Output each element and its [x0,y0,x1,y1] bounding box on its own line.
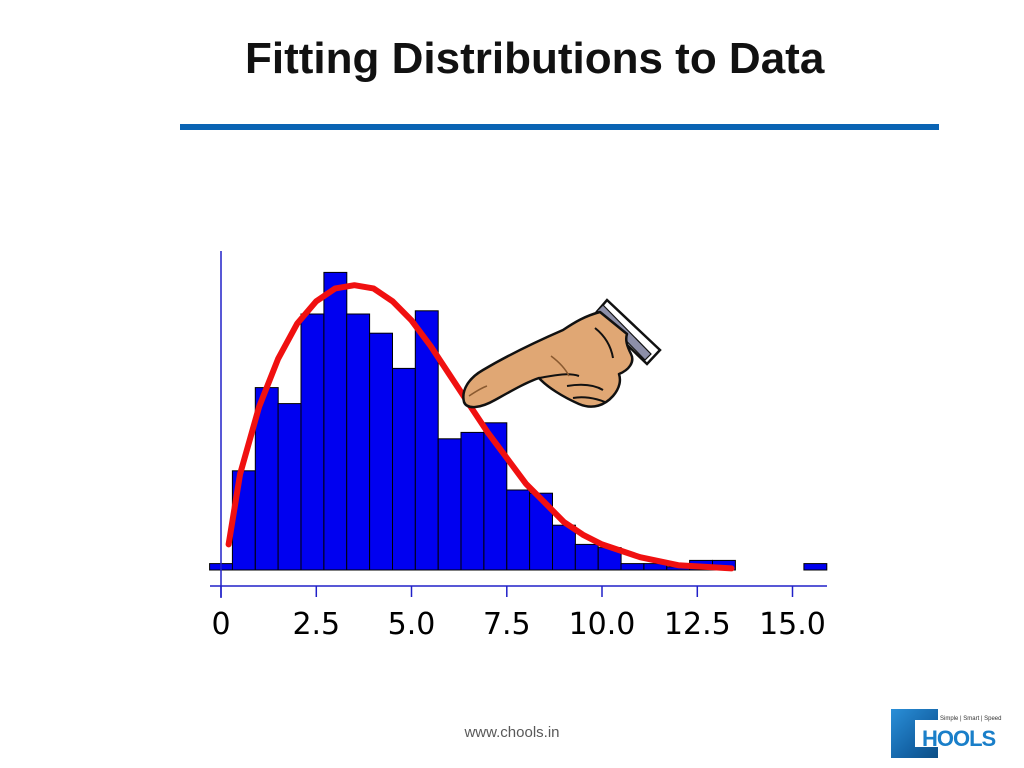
logo-wordmark: HOOLS [922,726,996,751]
fitted-distribution-curve [225,282,735,572]
x-tick-label: 12.5 [664,607,731,642]
logo-mark-icon [891,709,938,758]
x-tick-label: 10.0 [569,607,636,642]
x-axis-ticks: 0 2.5 5.0 7.5 10.0 12.5 15.0 [211,586,826,642]
x-tick-label: 15.0 [759,607,826,642]
histogram-bar [392,367,416,571]
histogram-bar [300,313,325,571]
histogram-bar [552,524,576,571]
x-tick-label: 7.5 [483,607,531,642]
title-underline [180,124,939,130]
brand-logo: Simple | Smart | Speed HOOLS [891,707,1017,759]
histogram-bar [277,403,302,571]
histogram-bars [209,271,828,571]
histogram-bar [460,431,485,571]
histogram-bar [506,489,531,571]
histogram-bar [346,313,371,571]
histogram-bar [620,563,645,571]
histogram-bar [369,332,394,571]
histogram-bar [803,563,828,571]
x-tick-label: 0 [211,607,230,642]
histogram-bar [323,271,348,571]
x-tick-label: 5.0 [388,607,436,642]
histogram-bar [574,543,599,571]
x-tick-label: 2.5 [292,607,340,642]
footer-url[interactable]: www.chools.in [464,724,560,741]
histogram-bar [437,438,462,571]
logo-tagline: Simple | Smart | Speed [940,716,1002,722]
pointing-hand-icon [462,298,662,409]
slide-title: Fitting Distributions to Data [245,34,825,83]
